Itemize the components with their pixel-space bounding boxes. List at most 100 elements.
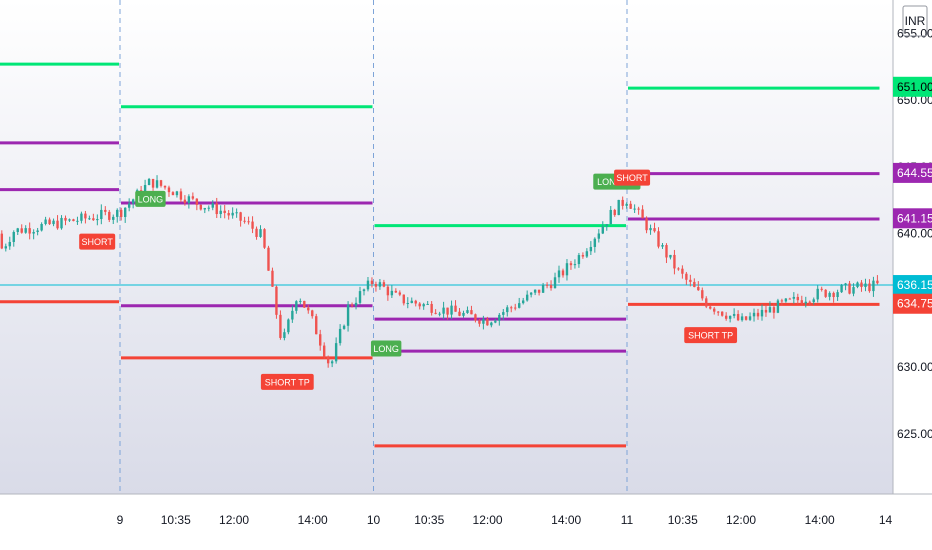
candle-body [275, 286, 278, 315]
price-tag-box [893, 293, 932, 314]
candle-body [131, 199, 135, 204]
candle-body [24, 228, 27, 233]
candle-body [784, 298, 788, 302]
candle-body [553, 277, 557, 289]
candle-body [478, 320, 481, 324]
candle-body [171, 192, 175, 196]
candle-body [486, 319, 489, 326]
candle-body [454, 305, 457, 312]
signal-label-box [614, 169, 651, 186]
price-tag-box [893, 208, 932, 229]
candle-body [673, 254, 676, 269]
candle-body [44, 219, 47, 224]
candle-body [398, 292, 402, 295]
candle-body [159, 180, 163, 186]
candle-body [768, 307, 772, 313]
signal-label-text: SHORT TP [688, 331, 733, 341]
candle-body [255, 228, 258, 237]
candle-body [52, 220, 55, 225]
x-tick-label: 10:35 [414, 513, 444, 527]
candle-body [20, 228, 23, 233]
candle-body [545, 284, 549, 286]
candle-body [48, 219, 51, 225]
candle-body [334, 343, 338, 362]
signal-label-text: SHORT [82, 237, 114, 247]
candle-body [259, 229, 262, 237]
candle-body [143, 185, 147, 196]
candle-body [561, 270, 565, 276]
candle-body [701, 290, 704, 299]
candle-body [108, 211, 111, 220]
candle-body [848, 283, 851, 294]
price-tag-box [893, 162, 932, 183]
candle-body [223, 210, 226, 214]
candle-body [502, 312, 505, 315]
currency-label: INR [905, 14, 926, 28]
candle-body [872, 280, 875, 292]
candle-body [593, 238, 597, 247]
signal-label-box [79, 233, 116, 250]
candle-body [709, 306, 712, 309]
signal-label: LONG [370, 340, 402, 357]
candle-body [330, 361, 334, 364]
candle-body [525, 294, 529, 301]
candle-body [470, 310, 473, 315]
candle-body [446, 307, 449, 315]
candle-body [856, 282, 859, 288]
candle-body [820, 288, 823, 290]
candle-body [756, 312, 760, 317]
candle-body [705, 298, 708, 307]
candle-body [832, 292, 835, 298]
candle-body [677, 268, 680, 270]
candle-body [792, 296, 796, 299]
candle-body [565, 263, 569, 276]
candle-body [322, 345, 326, 357]
candle-body [868, 283, 871, 292]
candle-body [92, 218, 95, 221]
candle-body [303, 300, 306, 308]
candle-body [533, 289, 537, 293]
candle-body [724, 315, 728, 319]
candle-body [338, 328, 342, 344]
candle-body [8, 241, 11, 247]
candle-body [104, 209, 107, 212]
candle-body [76, 220, 79, 222]
candle-body [641, 209, 644, 219]
candle-body [362, 289, 366, 292]
candle-body [402, 294, 405, 304]
candle-body [219, 210, 222, 215]
candle-body [40, 223, 43, 231]
candle-body [386, 286, 390, 296]
candle-body [549, 284, 553, 289]
candle-body [36, 230, 39, 233]
candle-body [812, 299, 815, 303]
candle-body [689, 279, 692, 282]
currency-badge-box [902, 5, 928, 37]
candle-body [430, 303, 433, 313]
signal-label-text: LONG [138, 194, 164, 204]
candle-body [175, 191, 179, 196]
candle-body [295, 301, 298, 311]
candle-body [378, 282, 382, 287]
candle-body [16, 228, 19, 233]
candle-body [4, 246, 7, 249]
candle-body [100, 209, 103, 220]
candle-body [116, 209, 119, 217]
candle-body [267, 247, 270, 271]
x-tick-label: 10:35 [161, 513, 191, 527]
currency-badge[interactable]: INR [902, 5, 928, 37]
candle-body [569, 263, 573, 266]
candle-body [0, 233, 4, 249]
candle-body [637, 208, 640, 210]
candle-body [557, 270, 561, 278]
candle-body [247, 221, 250, 223]
candle-body [422, 304, 425, 307]
candle-body [450, 305, 453, 315]
candle-body [816, 288, 819, 300]
candle-body [243, 220, 246, 222]
candle-body [657, 231, 660, 247]
candle-body [155, 180, 159, 188]
candle-body [299, 300, 302, 302]
